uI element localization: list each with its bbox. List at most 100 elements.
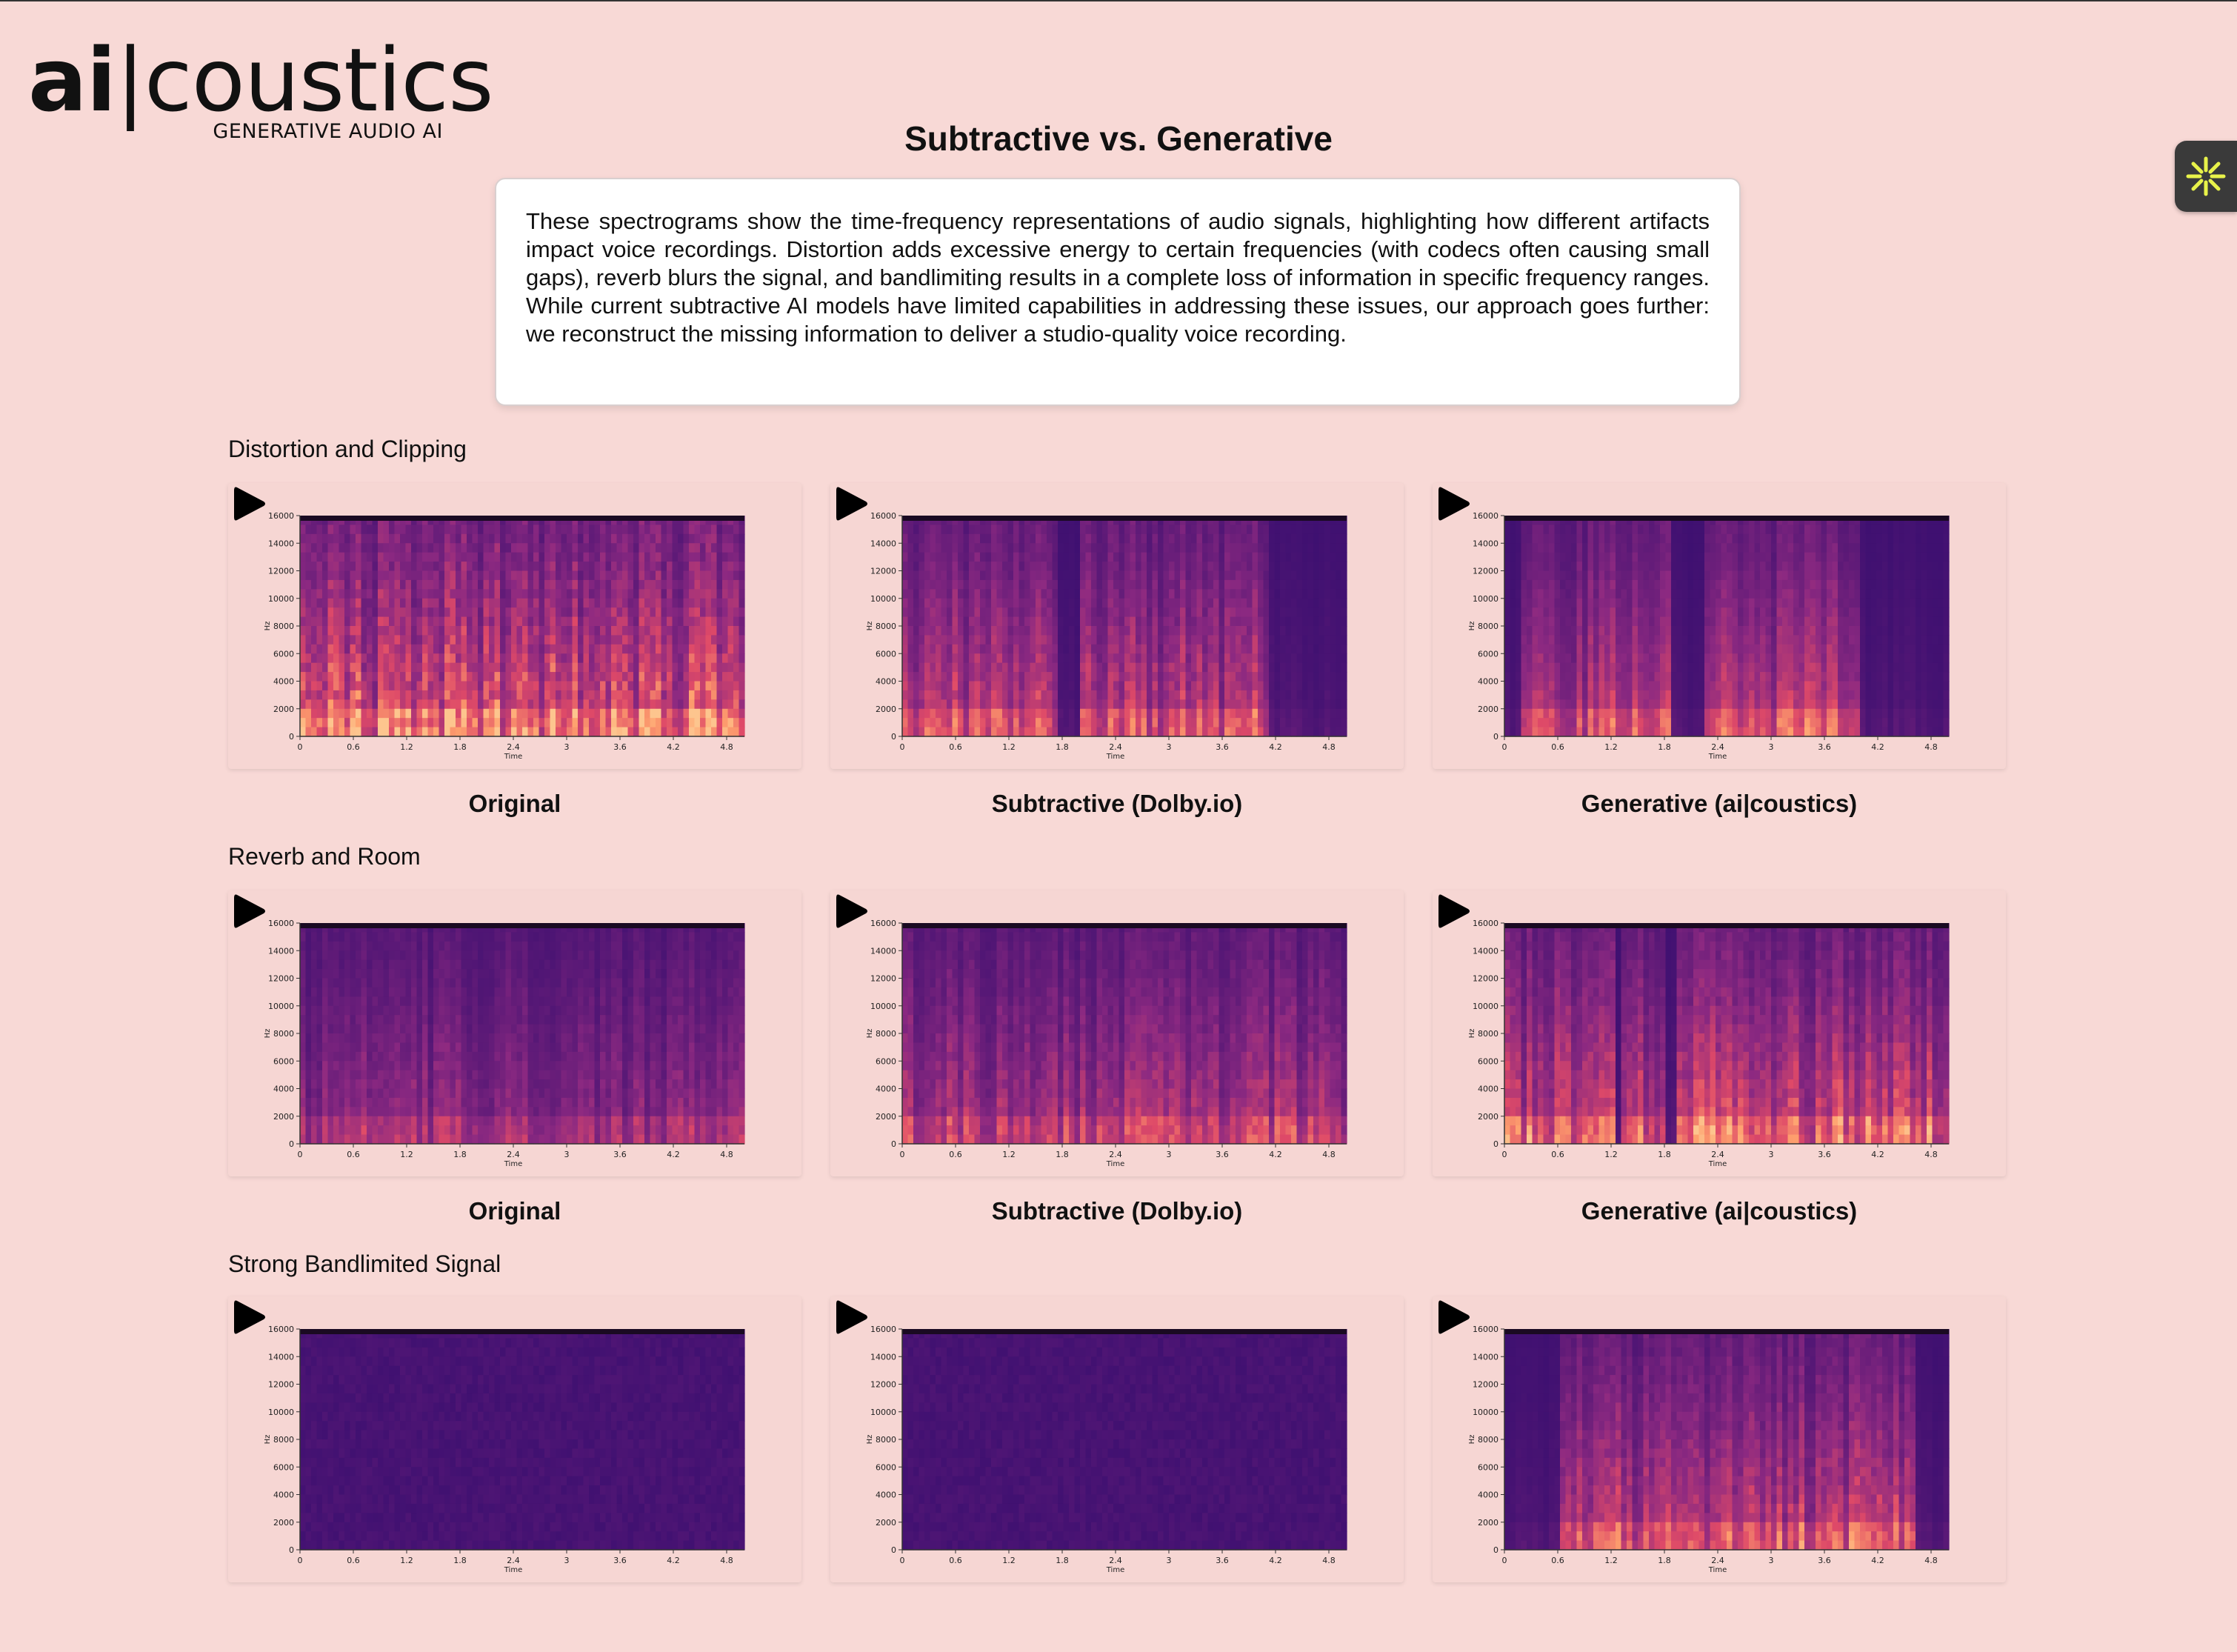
play-icon[interactable] (830, 483, 872, 524)
play-icon[interactable] (830, 1296, 872, 1338)
x-tick-label: 2.4 (1109, 1150, 1122, 1159)
x-tick-label: 1.2 (1002, 1556, 1016, 1565)
logo-coustics-text: coustics (144, 29, 493, 131)
y-tick-label: 12000 (870, 1380, 896, 1390)
play-icon[interactable] (228, 483, 270, 524)
x-tick-label: 3 (1167, 1556, 1172, 1565)
x-tick-label: 1.2 (400, 1556, 413, 1565)
x-tick-label: 2.4 (1109, 1556, 1122, 1565)
y-tick-label: 6000 (1478, 1462, 1498, 1472)
play-icon[interactable] (830, 890, 872, 932)
y-tick-label: 10000 (268, 594, 294, 604)
play-icon[interactable] (1433, 483, 1474, 524)
y-tick-label: 10000 (268, 1408, 294, 1417)
x-axis-label: Time (504, 1566, 522, 1574)
y-tick-label: 8000 (1478, 1435, 1498, 1445)
y-axis-label: Hz (866, 1435, 874, 1445)
y-tick-label: 6000 (876, 1462, 896, 1472)
floating-widget-button[interactable] (2175, 141, 2237, 212)
logo-wordmark: ai|coustics (28, 36, 493, 124)
y-tick-label: 0 (1493, 1545, 1498, 1555)
x-tick-label: 3.6 (1216, 742, 1229, 752)
section-heading-bandlimited: Strong Bandlimited Signal (228, 1250, 501, 1278)
x-tick-label: 2.4 (507, 1150, 520, 1159)
y-tick-label: 12000 (268, 974, 294, 984)
y-tick-label: 6000 (273, 1462, 294, 1472)
page-title: Subtractive vs. Generative (0, 119, 2237, 159)
y-axis-label: Hz (866, 622, 874, 631)
y-tick-label: 14000 (268, 539, 294, 548)
x-tick-label: 1.8 (1658, 1150, 1671, 1159)
x-tick-label: 0.6 (949, 1150, 962, 1159)
y-tick-label: 12000 (870, 974, 896, 984)
intro-text: These spectrograms show the time-frequen… (526, 207, 1710, 348)
y-tick-label: 16000 (870, 511, 896, 521)
asterisk-icon (2185, 156, 2227, 197)
play-icon[interactable] (228, 1296, 270, 1338)
x-tick-label: 1.8 (1658, 1556, 1671, 1565)
x-tick-label: 4.2 (667, 1556, 680, 1565)
x-axis-label: Time (1708, 1566, 1727, 1574)
x-axis-label: Time (504, 1160, 522, 1168)
y-tick-label: 12000 (1473, 1380, 1498, 1390)
intro-card: These spectrograms show the time-frequen… (495, 178, 1741, 406)
x-tick-label: 1.2 (1604, 742, 1618, 752)
y-tick-label: 12000 (1473, 567, 1498, 576)
x-tick-label: 1.8 (1056, 1150, 1069, 1159)
play-icon[interactable] (1433, 890, 1474, 932)
y-tick-label: 6000 (876, 649, 896, 659)
x-tick-label: 4.8 (1322, 742, 1336, 752)
x-tick-label: 3.6 (613, 742, 627, 752)
x-tick-label: 2.4 (1109, 742, 1122, 752)
play-icon[interactable] (228, 890, 270, 932)
y-tick-label: 16000 (1473, 511, 1498, 521)
y-tick-label: 14000 (1473, 539, 1498, 548)
y-tick-label: 14000 (870, 946, 896, 956)
x-tick-label: 4.8 (720, 742, 733, 752)
y-axis-label: Hz (866, 1029, 874, 1039)
spectrogram-caption: Generative (ai|coustics) (1433, 1197, 2006, 1225)
y-tick-label: 16000 (870, 1325, 896, 1334)
x-tick-label: 0.6 (1551, 1556, 1564, 1565)
x-axis-label: Time (1708, 753, 1727, 761)
y-tick-label: 8000 (876, 1029, 896, 1039)
x-tick-label: 3.6 (1216, 1150, 1229, 1159)
y-axis-label: Hz (1468, 1029, 1476, 1039)
x-tick-label: 3.6 (613, 1150, 627, 1159)
y-tick-label: 2000 (876, 705, 896, 714)
play-icon[interactable] (1433, 1296, 1474, 1338)
section-heading-distortion: Distortion and Clipping (228, 436, 467, 463)
y-tick-label: 4000 (876, 1085, 896, 1094)
y-tick-label: 16000 (1473, 919, 1498, 928)
x-tick-label: 3.6 (1818, 1150, 1831, 1159)
y-tick-label: 0 (1493, 1139, 1498, 1149)
x-tick-label: 0.6 (347, 1556, 360, 1565)
y-axis-label: Hz (1468, 622, 1476, 631)
y-tick-label: 16000 (268, 511, 294, 521)
y-tick-label: 2000 (1478, 1518, 1498, 1528)
x-tick-label: 4.8 (1924, 1556, 1938, 1565)
y-tick-label: 14000 (870, 1352, 896, 1362)
y-tick-label: 6000 (1478, 1056, 1498, 1066)
x-axis-label: Time (1106, 1566, 1124, 1574)
x-axis-label: Time (1106, 1160, 1124, 1168)
spectrogram-caption: Subtractive (Dolby.io) (830, 790, 1404, 818)
x-tick-label: 0 (900, 1556, 905, 1565)
